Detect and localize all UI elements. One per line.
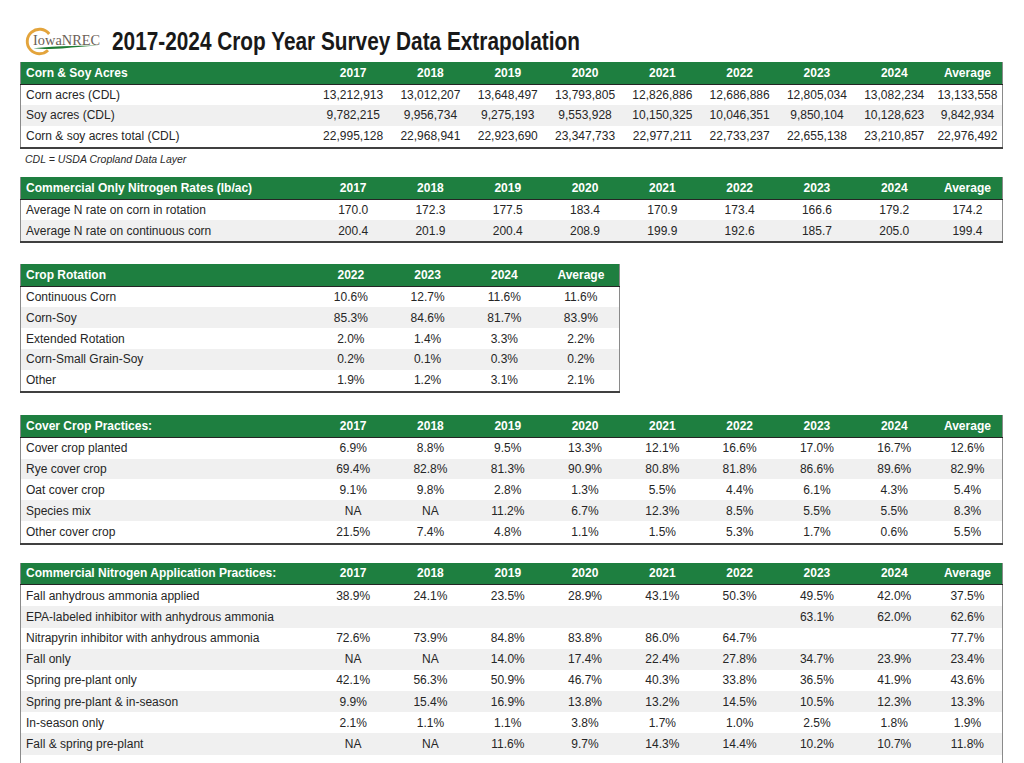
svg-text:IowaNREC: IowaNREC (33, 31, 100, 48)
